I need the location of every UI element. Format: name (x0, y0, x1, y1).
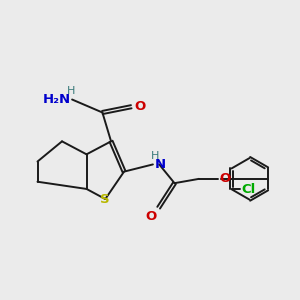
Text: H: H (67, 86, 75, 96)
Text: Cl: Cl (242, 183, 256, 196)
Text: O: O (134, 100, 146, 113)
Text: N: N (155, 158, 166, 171)
Text: O: O (145, 210, 156, 223)
Text: H: H (151, 151, 159, 161)
Text: O: O (219, 172, 230, 185)
Text: H₂N: H₂N (43, 93, 71, 106)
Text: S: S (100, 193, 110, 206)
